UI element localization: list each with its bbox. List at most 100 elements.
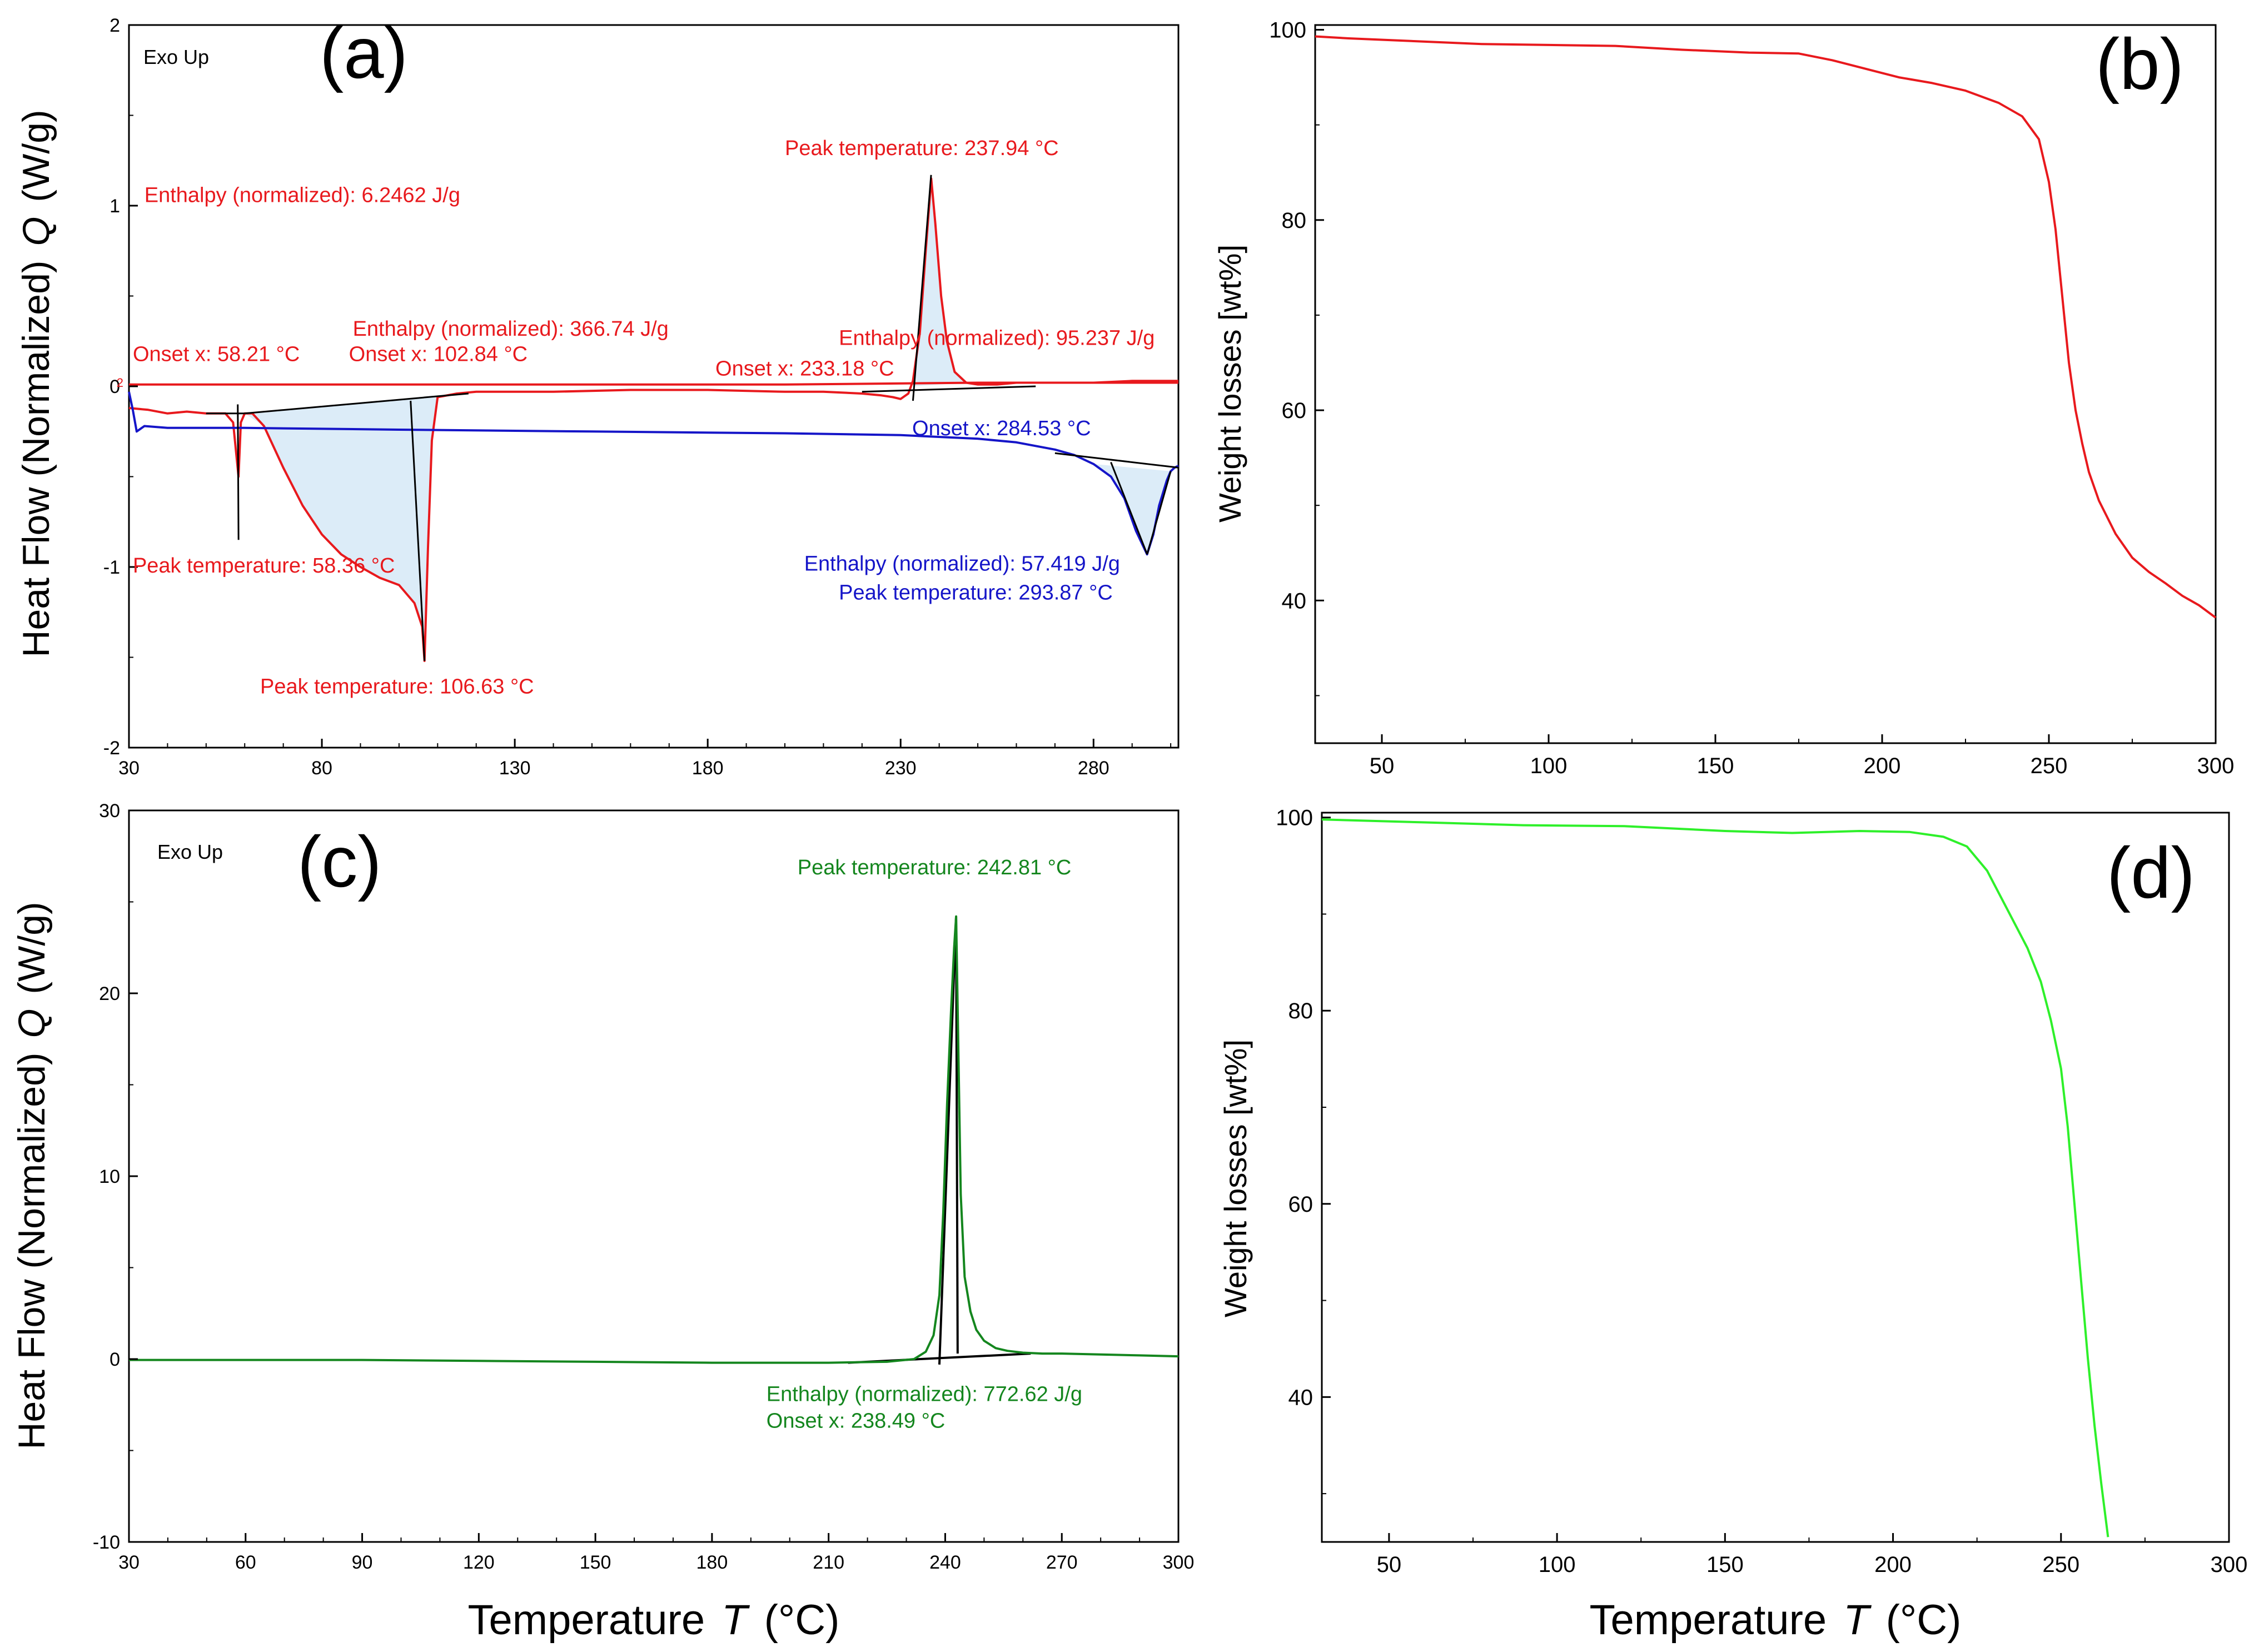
panel-label-a: (a) bbox=[320, 12, 408, 93]
tangent-line-a-4 bbox=[862, 385, 1036, 393]
series-line-b-0 bbox=[1315, 35, 2217, 619]
annotation-a-11: Peak temperature: 293.87 °C bbox=[839, 581, 1113, 605]
x-tick-label: 150 bbox=[1697, 754, 1734, 778]
x-tick-label: 100 bbox=[1530, 754, 1568, 778]
annotations-c: Peak temperature: 242.81 °C Enthalpy (nor… bbox=[767, 856, 1082, 1432]
series-line-c-0 bbox=[129, 915, 1179, 1364]
tangent-line-a-2 bbox=[245, 392, 469, 415]
x-axis-unit-d: (°C) bbox=[1886, 1596, 1962, 1644]
series-line-a-1 bbox=[129, 381, 1178, 386]
ticks-b: 50 100 150 200 250 300 40 60 80 100 bbox=[1269, 18, 2234, 778]
zero-marker-a: 2 bbox=[117, 376, 123, 390]
x-axis-title-d: Temperature T (°C) bbox=[1590, 1596, 1962, 1644]
panel-d: 50 100 150 200 250 300 40 60 80 100 (d) Weight lo… bbox=[1218, 806, 2247, 1644]
y-tick-label: 80 bbox=[1282, 208, 1307, 233]
x-tick-label: 30 bbox=[118, 1552, 140, 1573]
series-d bbox=[1321, 818, 2109, 1537]
x-tick-label: 100 bbox=[1539, 1553, 1576, 1577]
x-tick-label: 250 bbox=[2031, 754, 2068, 778]
y-tick-label: 2 bbox=[110, 15, 120, 36]
x-tick-label: 50 bbox=[1377, 1553, 1402, 1577]
annotation-c-1: Enthalpy (normalized): 772.62 J/g bbox=[767, 1383, 1082, 1406]
y-axis-label-a: Heat Flow (Normalized) bbox=[15, 260, 57, 657]
annotation-a-4: Peak temperature: 237.94 °C bbox=[785, 137, 1059, 160]
plot-frame-b bbox=[1314, 24, 2217, 744]
annotation-a-10: Enthalpy (normalized): 57.419 J/g bbox=[804, 553, 1120, 576]
y-axis-symbol-a: Q bbox=[15, 217, 57, 246]
series-line-a-2 bbox=[128, 391, 1179, 556]
annotation-c-2: Onset x: 238.49 °C bbox=[767, 1409, 945, 1432]
annotation-a-1: Onset x: 58.21 °C bbox=[133, 343, 300, 366]
tangent-line-a-7 bbox=[1110, 461, 1148, 555]
tangent-line-a-3 bbox=[410, 400, 426, 661]
panel-label-c: (c) bbox=[297, 821, 382, 902]
x-axis-label-c: Temperature bbox=[468, 1596, 705, 1644]
y-tick-label: 100 bbox=[1269, 18, 1306, 43]
ticks-d: 50 100 150 200 250 300 40 60 80 100 bbox=[1276, 806, 2247, 1577]
series-c bbox=[129, 915, 1179, 1364]
x-tick-label: 210 bbox=[813, 1552, 844, 1573]
panel-label-b: (b) bbox=[2096, 23, 2184, 105]
y-tick-label: -1 bbox=[103, 557, 120, 578]
ticks-c: 30 60 90 120 150 180 210 240 270 300 -10 0 10 20 30 bbox=[93, 800, 1195, 1573]
panel-b: 50 100 150 200 250 300 40 60 80 100 (b) Weight lo… bbox=[1212, 18, 2234, 778]
annotation-a-5: Enthalpy (normalized): 95.237 J/g bbox=[839, 326, 1155, 350]
x-tick-label: 300 bbox=[2211, 1553, 2248, 1577]
y-axis-unit-c: (W/g) bbox=[11, 902, 53, 994]
annotation-a-8: Peak temperature: 106.63 °C bbox=[260, 675, 534, 699]
x-tick-label: 300 bbox=[2197, 754, 2235, 778]
x-tick-label: 240 bbox=[929, 1552, 961, 1573]
peak-area-fill-a-2 bbox=[1093, 464, 1171, 555]
y-tick-label: 40 bbox=[1282, 589, 1307, 613]
series-b bbox=[1315, 35, 2217, 619]
y-tick-label: 10 bbox=[99, 1166, 120, 1187]
y-axis-title-a: Heat Flow (Normalized) Q (W/g) bbox=[15, 110, 57, 657]
y-tick-label: 0 bbox=[110, 1349, 120, 1370]
y-tick-label: 80 bbox=[1288, 999, 1313, 1023]
x-axis-symbol-d: T bbox=[1843, 1596, 1872, 1644]
annotations-a: Enthalpy (normalized): 6.2462 J/g Onset x… bbox=[133, 137, 1155, 699]
tangent-line-c-1 bbox=[938, 916, 958, 1365]
y-tick-label: -10 bbox=[93, 1532, 120, 1553]
x-tick-label: 180 bbox=[692, 758, 724, 779]
y-axis-title-b: Weight losses [wt%] bbox=[1212, 245, 1247, 523]
y-axis-title-d: Weight losses [wt%] bbox=[1218, 1039, 1253, 1317]
tangent-line-a-6 bbox=[1054, 452, 1179, 469]
y-tick-label: 0 bbox=[110, 376, 120, 397]
annotation-a-3: Onset x: 102.84 °C bbox=[349, 343, 528, 366]
x-tick-label: 280 bbox=[1078, 758, 1109, 779]
plot-frame-c bbox=[128, 809, 1180, 1543]
y-tick-label: 20 bbox=[99, 983, 120, 1004]
y-tick-label: 30 bbox=[99, 800, 120, 822]
x-tick-label: 150 bbox=[1706, 1553, 1744, 1577]
corner-note-a: Exo Up bbox=[143, 46, 209, 68]
panel-label-d: (d) bbox=[2107, 832, 2195, 913]
peak-area-fill-a-0 bbox=[245, 394, 457, 661]
x-tick-label: 120 bbox=[463, 1552, 495, 1573]
y-tick-label: 60 bbox=[1282, 399, 1307, 423]
x-tick-label: 150 bbox=[580, 1552, 611, 1573]
x-tick-label: 300 bbox=[1163, 1552, 1195, 1573]
annotation-a-2: Enthalpy (normalized): 366.74 J/g bbox=[353, 317, 669, 341]
y-tick-label: 1 bbox=[110, 196, 120, 217]
annotation-c-0: Peak temperature: 242.81 °C bbox=[798, 856, 1072, 879]
y-axis-symbol-c: Q bbox=[11, 1009, 53, 1038]
x-tick-label: 230 bbox=[885, 758, 917, 779]
series-a bbox=[128, 177, 1179, 662]
annotation-a-7: Peak temperature: 58.36 °C bbox=[133, 554, 395, 578]
y-tick-label: 60 bbox=[1288, 1192, 1313, 1217]
x-axis-symbol-c: T bbox=[722, 1596, 750, 1644]
x-tick-label: 270 bbox=[1046, 1552, 1078, 1573]
x-tick-label: 200 bbox=[1864, 754, 1901, 778]
annotation-a-9: Onset x: 284.53 °C bbox=[912, 417, 1091, 440]
ticks-a: 30 80 130 180 230 280 -2 -1 0 1 2 bbox=[103, 15, 1172, 779]
corner-note-c: Exo Up bbox=[157, 840, 223, 863]
plot-frame-d bbox=[1321, 812, 2230, 1543]
series-line-a-0 bbox=[128, 177, 1178, 662]
x-tick-label: 90 bbox=[352, 1552, 373, 1573]
x-tick-label: 250 bbox=[2042, 1553, 2079, 1577]
x-axis-label-d: Temperature bbox=[1590, 1596, 1827, 1644]
y-axis-title-c: Heat Flow (Normalized) Q (W/g) bbox=[11, 902, 53, 1449]
x-tick-label: 60 bbox=[235, 1552, 256, 1573]
